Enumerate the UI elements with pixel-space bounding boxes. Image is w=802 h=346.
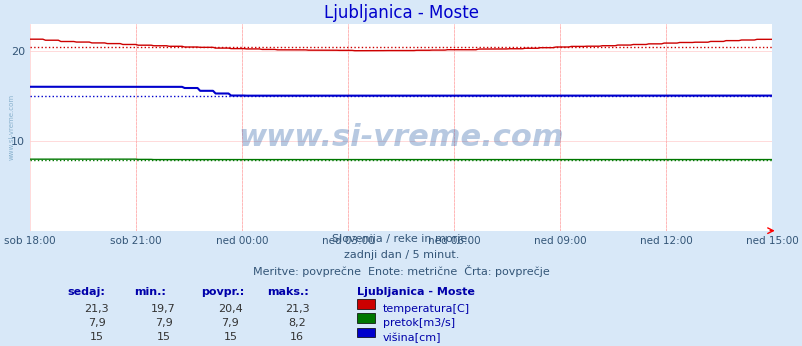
FancyBboxPatch shape (356, 313, 375, 323)
Text: 15: 15 (90, 332, 103, 342)
Text: 7,9: 7,9 (221, 318, 239, 328)
Text: 21,3: 21,3 (285, 304, 310, 314)
FancyBboxPatch shape (356, 328, 375, 337)
Text: maks.:: maks.: (267, 287, 309, 297)
Text: Ljubljanica - Moste: Ljubljanica - Moste (356, 287, 474, 297)
Text: zadnji dan / 5 minut.: zadnji dan / 5 minut. (343, 249, 458, 260)
Text: 8,2: 8,2 (288, 318, 306, 328)
Text: min.:: min.: (134, 287, 165, 297)
Text: 7,9: 7,9 (87, 318, 106, 328)
Text: 15: 15 (223, 332, 237, 342)
Text: 20,4: 20,4 (218, 304, 242, 314)
Text: temperatura[C]: temperatura[C] (383, 304, 469, 314)
Text: 7,9: 7,9 (155, 318, 172, 328)
Text: www.si-vreme.com: www.si-vreme.com (8, 94, 14, 160)
Text: www.si-vreme.com: www.si-vreme.com (238, 123, 563, 152)
Title: Ljubljanica - Moste: Ljubljanica - Moste (323, 4, 478, 22)
Text: višina[cm]: višina[cm] (383, 332, 440, 343)
Text: 21,3: 21,3 (84, 304, 109, 314)
Text: povpr.:: povpr.: (200, 287, 244, 297)
Text: 19,7: 19,7 (151, 304, 176, 314)
Text: 15: 15 (156, 332, 170, 342)
Text: Slovenija / reke in morje.: Slovenija / reke in morje. (331, 234, 470, 244)
Text: pretok[m3/s]: pretok[m3/s] (383, 318, 454, 328)
Text: 16: 16 (290, 332, 304, 342)
FancyBboxPatch shape (356, 299, 375, 309)
Text: sedaj:: sedaj: (67, 287, 105, 297)
Text: Meritve: povprečne  Enote: metrične  Črta: povprečje: Meritve: povprečne Enote: metrične Črta:… (253, 265, 549, 277)
